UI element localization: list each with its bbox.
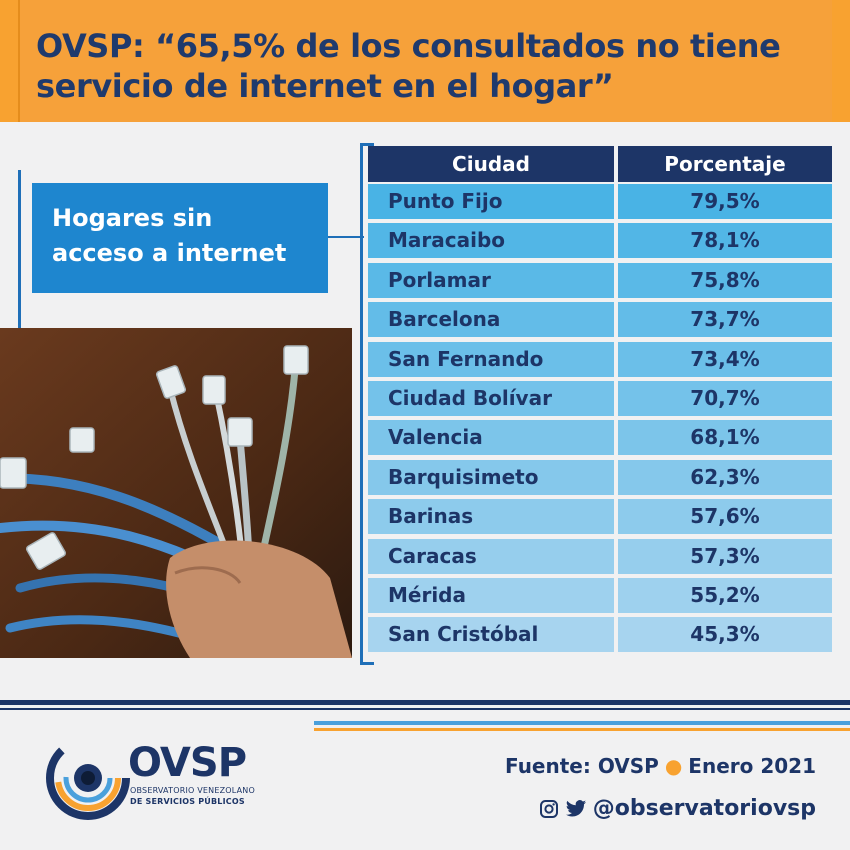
column-header-city: Ciudad bbox=[368, 146, 614, 182]
section-label-line-1: Hogares sin bbox=[52, 204, 213, 232]
footer-rule-orange bbox=[314, 728, 850, 731]
cell-percentage: 57,6% bbox=[618, 499, 832, 535]
cell-percentage: 70,7% bbox=[618, 381, 832, 416]
table-header: Ciudad Porcentaje bbox=[368, 146, 832, 182]
label-connector bbox=[328, 236, 364, 238]
cell-percentage: 45,3% bbox=[618, 617, 832, 653]
table-row: Barcelona 73,7% bbox=[368, 302, 832, 338]
title-line-1: OVSP: “65,5% de los consultados no tiene bbox=[36, 27, 781, 65]
cell-city: San Fernando bbox=[368, 341, 614, 377]
footer-rule-navy-thin bbox=[0, 708, 850, 710]
data-table: Ciudad Porcentaje Punto Fijo 79,5% Maracai… bbox=[368, 146, 832, 653]
table-row: Barquisimeto 62,3% bbox=[368, 459, 832, 495]
cell-percentage: 78,1% bbox=[618, 223, 832, 259]
cell-percentage: 57,3% bbox=[618, 538, 832, 574]
twitter-icon[interactable] bbox=[565, 799, 587, 819]
source-date: Enero 2021 bbox=[688, 754, 816, 778]
ethernet-cables-photo bbox=[0, 328, 352, 658]
cell-city: San Cristóbal bbox=[368, 617, 614, 653]
table-row: Porlamar 75,8% bbox=[368, 262, 832, 298]
cell-city: Barcelona bbox=[368, 302, 614, 338]
footer-rule-navy bbox=[0, 700, 850, 705]
footer-rule-blue bbox=[314, 721, 850, 725]
cell-city: Mérida bbox=[368, 578, 614, 613]
cell-percentage: 79,5% bbox=[618, 184, 832, 219]
cell-city: Maracaibo bbox=[368, 223, 614, 259]
source-text: Fuente: OVSP bbox=[505, 754, 659, 778]
logo-subtitle-2: DE SERVICIOS PÚBLICOS bbox=[130, 797, 245, 806]
header-band bbox=[0, 0, 850, 122]
table-row: Barinas 57,6% bbox=[368, 499, 832, 535]
cell-percentage: 73,4% bbox=[618, 341, 832, 377]
page-title: OVSP: “65,5% de los consultados no tiene… bbox=[36, 26, 826, 106]
cell-percentage: 75,8% bbox=[618, 262, 832, 298]
cell-percentage: 68,1% bbox=[618, 420, 832, 456]
table-row: San Fernando 73,4% bbox=[368, 341, 832, 377]
side-accent-line bbox=[18, 170, 21, 470]
cell-city: Porlamar bbox=[368, 262, 614, 298]
cell-city: Barquisimeto bbox=[368, 459, 614, 495]
cell-city: Punto Fijo bbox=[368, 184, 614, 219]
separator-dot: ● bbox=[664, 754, 683, 778]
section-label: Hogares sin acceso a internet bbox=[32, 183, 328, 293]
cell-city: Ciudad Bolívar bbox=[368, 381, 614, 416]
table-row: Maracaibo 78,1% bbox=[368, 223, 832, 259]
column-header-percentage: Porcentaje bbox=[618, 146, 832, 182]
instagram-icon[interactable] bbox=[539, 799, 559, 819]
cell-percentage: 62,3% bbox=[618, 459, 832, 495]
table-row: Ciudad Bolívar 70,7% bbox=[368, 381, 832, 416]
title-line-2: servicio de internet en el hogar” bbox=[36, 67, 614, 105]
social-handle[interactable]: @observatoriovsp bbox=[592, 796, 816, 821]
table-row: Punto Fijo 79,5% bbox=[368, 184, 832, 219]
cell-city: Barinas bbox=[368, 499, 614, 535]
table-row: Caracas 57,3% bbox=[368, 538, 832, 574]
cell-city: Caracas bbox=[368, 538, 614, 574]
social-line: @observatoriovsp bbox=[539, 796, 816, 821]
cell-city: Valencia bbox=[368, 420, 614, 456]
logo-acronym: OVSP bbox=[128, 740, 247, 786]
header-panel bbox=[18, 0, 832, 122]
table-row: Valencia 68,1% bbox=[368, 420, 832, 456]
cell-percentage: 73,7% bbox=[618, 302, 832, 338]
ovsp-logo-icon bbox=[46, 736, 130, 820]
table-row: Mérida 55,2% bbox=[368, 578, 832, 613]
source-line: Fuente: OVSP ● Enero 2021 bbox=[505, 754, 816, 778]
table-bracket bbox=[360, 143, 374, 665]
logo-subtitle-1: OBSERVATORIO VENEZOLANO bbox=[130, 786, 255, 795]
cell-percentage: 55,2% bbox=[618, 578, 832, 613]
table-row: San Cristóbal 45,3% bbox=[368, 617, 832, 653]
section-label-line-2: acceso a internet bbox=[52, 239, 287, 267]
